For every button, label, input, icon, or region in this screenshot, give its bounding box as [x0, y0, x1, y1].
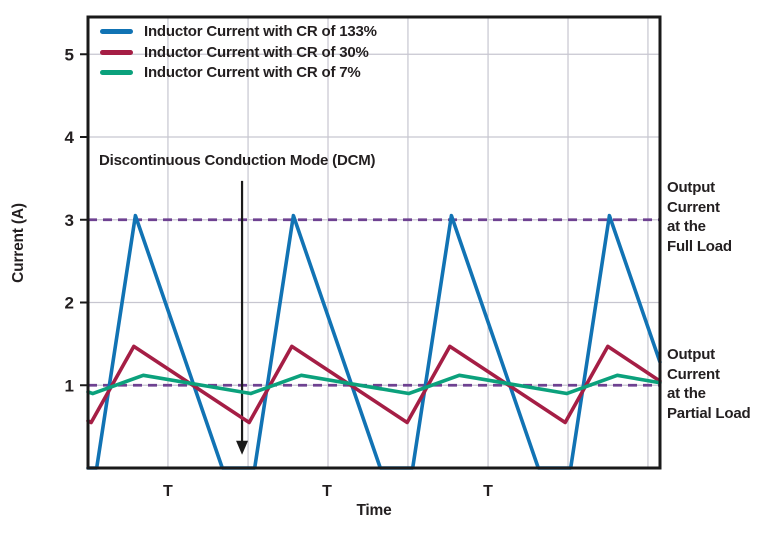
legend-swatch-cr30-icon	[100, 49, 133, 55]
x-axis-title: Time	[356, 502, 392, 519]
legend: Inductor Current with CR of 133% Inducto…	[100, 22, 377, 83]
x-tick-label: T	[322, 483, 332, 500]
y-tick-label: 2	[65, 294, 74, 313]
series-line-2	[86, 373, 662, 396]
series-line-0	[86, 213, 662, 470]
partial-load-reference-label: Output Current at the Partial Load	[667, 346, 751, 422]
legend-swatch-cr133-icon	[100, 29, 133, 35]
y-tick-label: 3	[65, 211, 74, 230]
full-load-reference-label: Output Current at the Full Load	[667, 179, 732, 255]
y-tick-label: 5	[65, 45, 74, 64]
legend-item-cr30: Inductor Current with CR of 30%	[100, 43, 377, 63]
legend-label-cr7: Inductor Current with CR of 7%	[144, 64, 361, 82]
plot-frame	[86, 15, 662, 470]
legend-label-cr30: Inductor Current with CR of 30%	[144, 43, 369, 61]
dcm-arrowhead-icon	[236, 440, 249, 455]
legend-swatch-cr7-icon	[100, 70, 133, 76]
x-tick-label: T	[163, 483, 173, 500]
y-axis-title: Current (A)	[10, 203, 27, 283]
legend-item-cr133: Inductor Current with CR of 133%	[100, 22, 377, 42]
legend-item-cr7: Inductor Current with CR of 7%	[100, 63, 377, 83]
legend-label-cr133: Inductor Current with CR of 133%	[144, 23, 377, 41]
x-tick-label: T	[483, 483, 493, 500]
y-tick-label: 4	[65, 128, 75, 147]
y-tick-label: 1	[65, 376, 74, 395]
dcm-annotation-text: Discontinuous Conduction Mode (DCM)	[99, 152, 376, 169]
